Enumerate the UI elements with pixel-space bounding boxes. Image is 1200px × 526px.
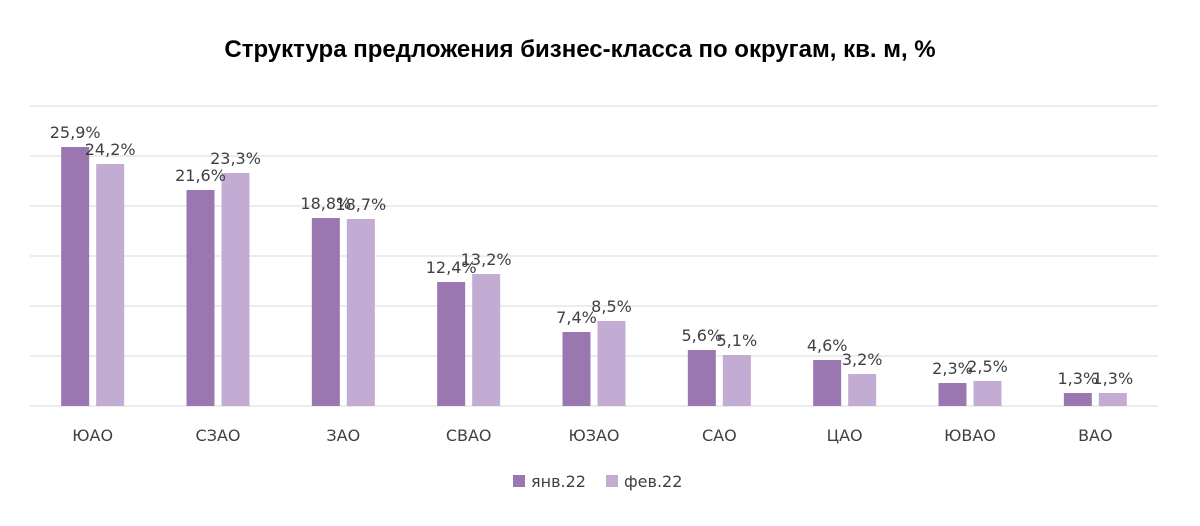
data-label: 3,2%	[842, 350, 883, 369]
bar-jan-8	[1063, 393, 1092, 406]
data-label: 5,1%	[717, 331, 758, 350]
data-label: 25,9%	[50, 123, 101, 142]
data-label: 1,3%	[1058, 369, 1099, 388]
data-label: 7,4%	[556, 308, 597, 327]
legend: янв.22 фев.22	[513, 472, 682, 491]
data-labels: 25,9%24,2% 21,6%23,3% 18,8%18,7% 12,4%13,2%…	[50, 123, 1133, 388]
x-tick-label: ЮЗАО	[568, 426, 619, 445]
bar-feb-5	[722, 355, 751, 406]
bar-feb-8	[1098, 393, 1127, 406]
data-label: 21,6%	[175, 166, 226, 185]
legend-swatch-jan	[513, 475, 525, 487]
bar-jan-4	[562, 332, 591, 406]
data-label: 23,3%	[210, 149, 261, 168]
data-label: 4,6%	[807, 336, 848, 355]
legend-swatch-feb	[606, 475, 618, 487]
bar-feb-4	[597, 321, 626, 406]
legend-label-feb: фев.22	[624, 472, 682, 491]
bar-jan-1	[186, 190, 215, 406]
x-tick-label: ЦАО	[827, 426, 863, 445]
data-label: 12,4%	[426, 258, 477, 277]
x-tick-label: ЮАО	[72, 426, 113, 445]
x-tick-label: ВАО	[1078, 426, 1113, 445]
bar-jan-6	[813, 360, 842, 406]
x-tick-label: СЗАО	[196, 426, 241, 445]
chart-title: Структура предложения бизнес-класса по о…	[224, 36, 935, 63]
bar-jan-5	[687, 350, 716, 406]
bar-feb-0	[96, 164, 125, 406]
data-label: 5,6%	[682, 326, 723, 345]
data-label: 24,2%	[85, 140, 136, 159]
bar-feb-7	[973, 381, 1002, 406]
data-label: 2,3%	[932, 359, 973, 378]
bar-jan-7	[938, 383, 967, 406]
x-tick-label: САО	[702, 426, 737, 445]
x-axis-ticks: ЮАО СЗАО ЗАО СВАО ЮЗАО САО ЦАО ЮВАО ВАО	[72, 426, 1112, 445]
data-label: 18,8%	[300, 194, 351, 213]
data-label: 2,5%	[967, 357, 1008, 376]
bar-jan-2	[311, 218, 340, 406]
gridlines	[30, 105, 1158, 407]
bar-jan-0	[61, 147, 90, 406]
data-label: 13,2%	[461, 250, 512, 269]
bar-feb-6	[848, 374, 877, 406]
bar-feb-3	[472, 274, 501, 406]
bar-feb-1	[221, 173, 250, 406]
data-label: 8,5%	[591, 297, 632, 316]
legend-label-jan: янв.22	[531, 472, 586, 491]
x-tick-label: СВАО	[446, 426, 492, 445]
data-label: 1,3%	[1093, 369, 1134, 388]
bar-jan-3	[437, 282, 466, 406]
bars	[61, 147, 1127, 406]
data-label: 18,7%	[335, 195, 386, 214]
x-tick-label: ЗАО	[326, 426, 360, 445]
x-tick-label: ЮВАО	[944, 426, 996, 445]
bar-feb-2	[346, 219, 375, 406]
